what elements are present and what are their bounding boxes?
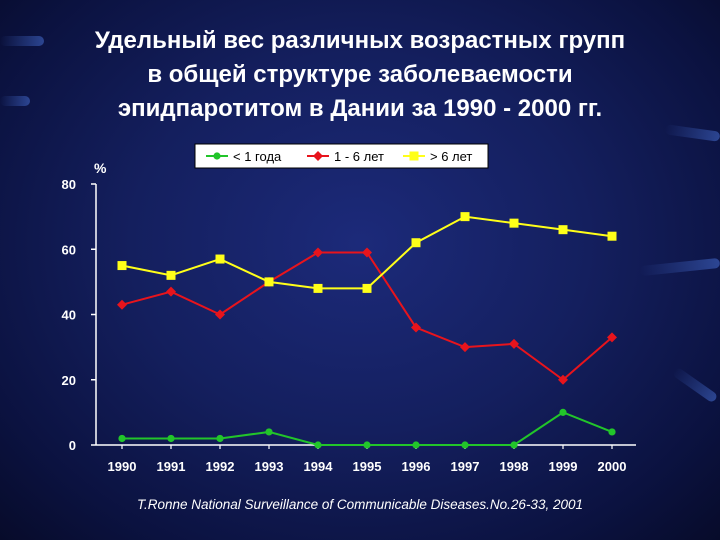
data-point xyxy=(460,212,470,222)
title-line-3: эпидпаротитом в Дании за 1990 - 2000 гг. xyxy=(117,95,603,122)
x-tick-label: 2000 xyxy=(598,459,627,474)
data-point xyxy=(461,441,469,449)
data-point xyxy=(118,434,126,443)
x-tick-label: 1998 xyxy=(500,459,529,474)
slide-title: Удельный вес различных возрастных групп … xyxy=(20,24,700,126)
data-point xyxy=(411,238,421,248)
data-point xyxy=(313,283,323,293)
data-point xyxy=(510,441,518,449)
data-point xyxy=(607,231,617,241)
x-tick-label: 1997 xyxy=(451,459,480,474)
title-line-1: Удельный вес различных возрастных групп xyxy=(94,27,626,54)
title-line-2: в общей структуре заболеваемости xyxy=(147,61,573,88)
data-point xyxy=(558,225,568,235)
series-line xyxy=(121,251,613,382)
data-point xyxy=(509,218,519,228)
y-tick-label: 80 xyxy=(62,177,76,192)
data-point xyxy=(215,309,225,320)
data-point xyxy=(313,151,323,161)
x-tick-label: 1992 xyxy=(206,459,235,474)
x-tick-label: 1993 xyxy=(255,459,284,474)
data-point xyxy=(460,342,470,353)
data-point xyxy=(213,152,221,160)
y-tick-label: 40 xyxy=(62,308,76,323)
data-point xyxy=(167,434,175,443)
data-point xyxy=(166,270,176,280)
x-tick-label: 1996 xyxy=(402,459,431,474)
data-point xyxy=(411,322,421,333)
data-point xyxy=(607,332,617,343)
legend-label: < 1 года xyxy=(233,149,282,164)
decorative-streak xyxy=(0,96,30,106)
data-point xyxy=(608,428,616,436)
data-point xyxy=(363,441,371,449)
source-citation: T.Ronne National Surveillance of Communi… xyxy=(136,497,583,512)
x-tick-label: 1990 xyxy=(108,459,137,474)
series-line xyxy=(122,411,613,446)
data-point xyxy=(215,254,225,264)
data-point xyxy=(264,277,274,287)
data-point xyxy=(558,374,568,385)
legend-label: 1 - 6 лет xyxy=(334,149,384,164)
y-tick-label: 0 xyxy=(69,438,76,453)
data-point xyxy=(313,247,323,258)
data-point xyxy=(409,151,419,161)
data-point xyxy=(117,299,127,310)
legend-label: > 6 лет xyxy=(430,149,472,164)
legend-box xyxy=(194,143,489,169)
data-point xyxy=(362,247,372,258)
decorative-streak xyxy=(0,36,44,46)
x-tick-label: 1995 xyxy=(353,459,382,474)
data-point xyxy=(559,408,567,416)
y-axis-label: % xyxy=(94,160,107,176)
y-tick-label: 60 xyxy=(62,242,76,257)
data-point xyxy=(412,441,420,449)
x-tick-label: 1994 xyxy=(304,459,334,474)
data-point xyxy=(216,434,224,443)
y-tick-label: 20 xyxy=(62,373,76,388)
x-tick-label: 1999 xyxy=(549,459,578,474)
data-point xyxy=(117,261,127,271)
data-point xyxy=(362,283,372,293)
x-tick-label: 1991 xyxy=(157,459,186,474)
data-point xyxy=(265,428,273,436)
data-point xyxy=(314,441,322,449)
data-point xyxy=(166,286,176,297)
data-point xyxy=(509,338,519,349)
